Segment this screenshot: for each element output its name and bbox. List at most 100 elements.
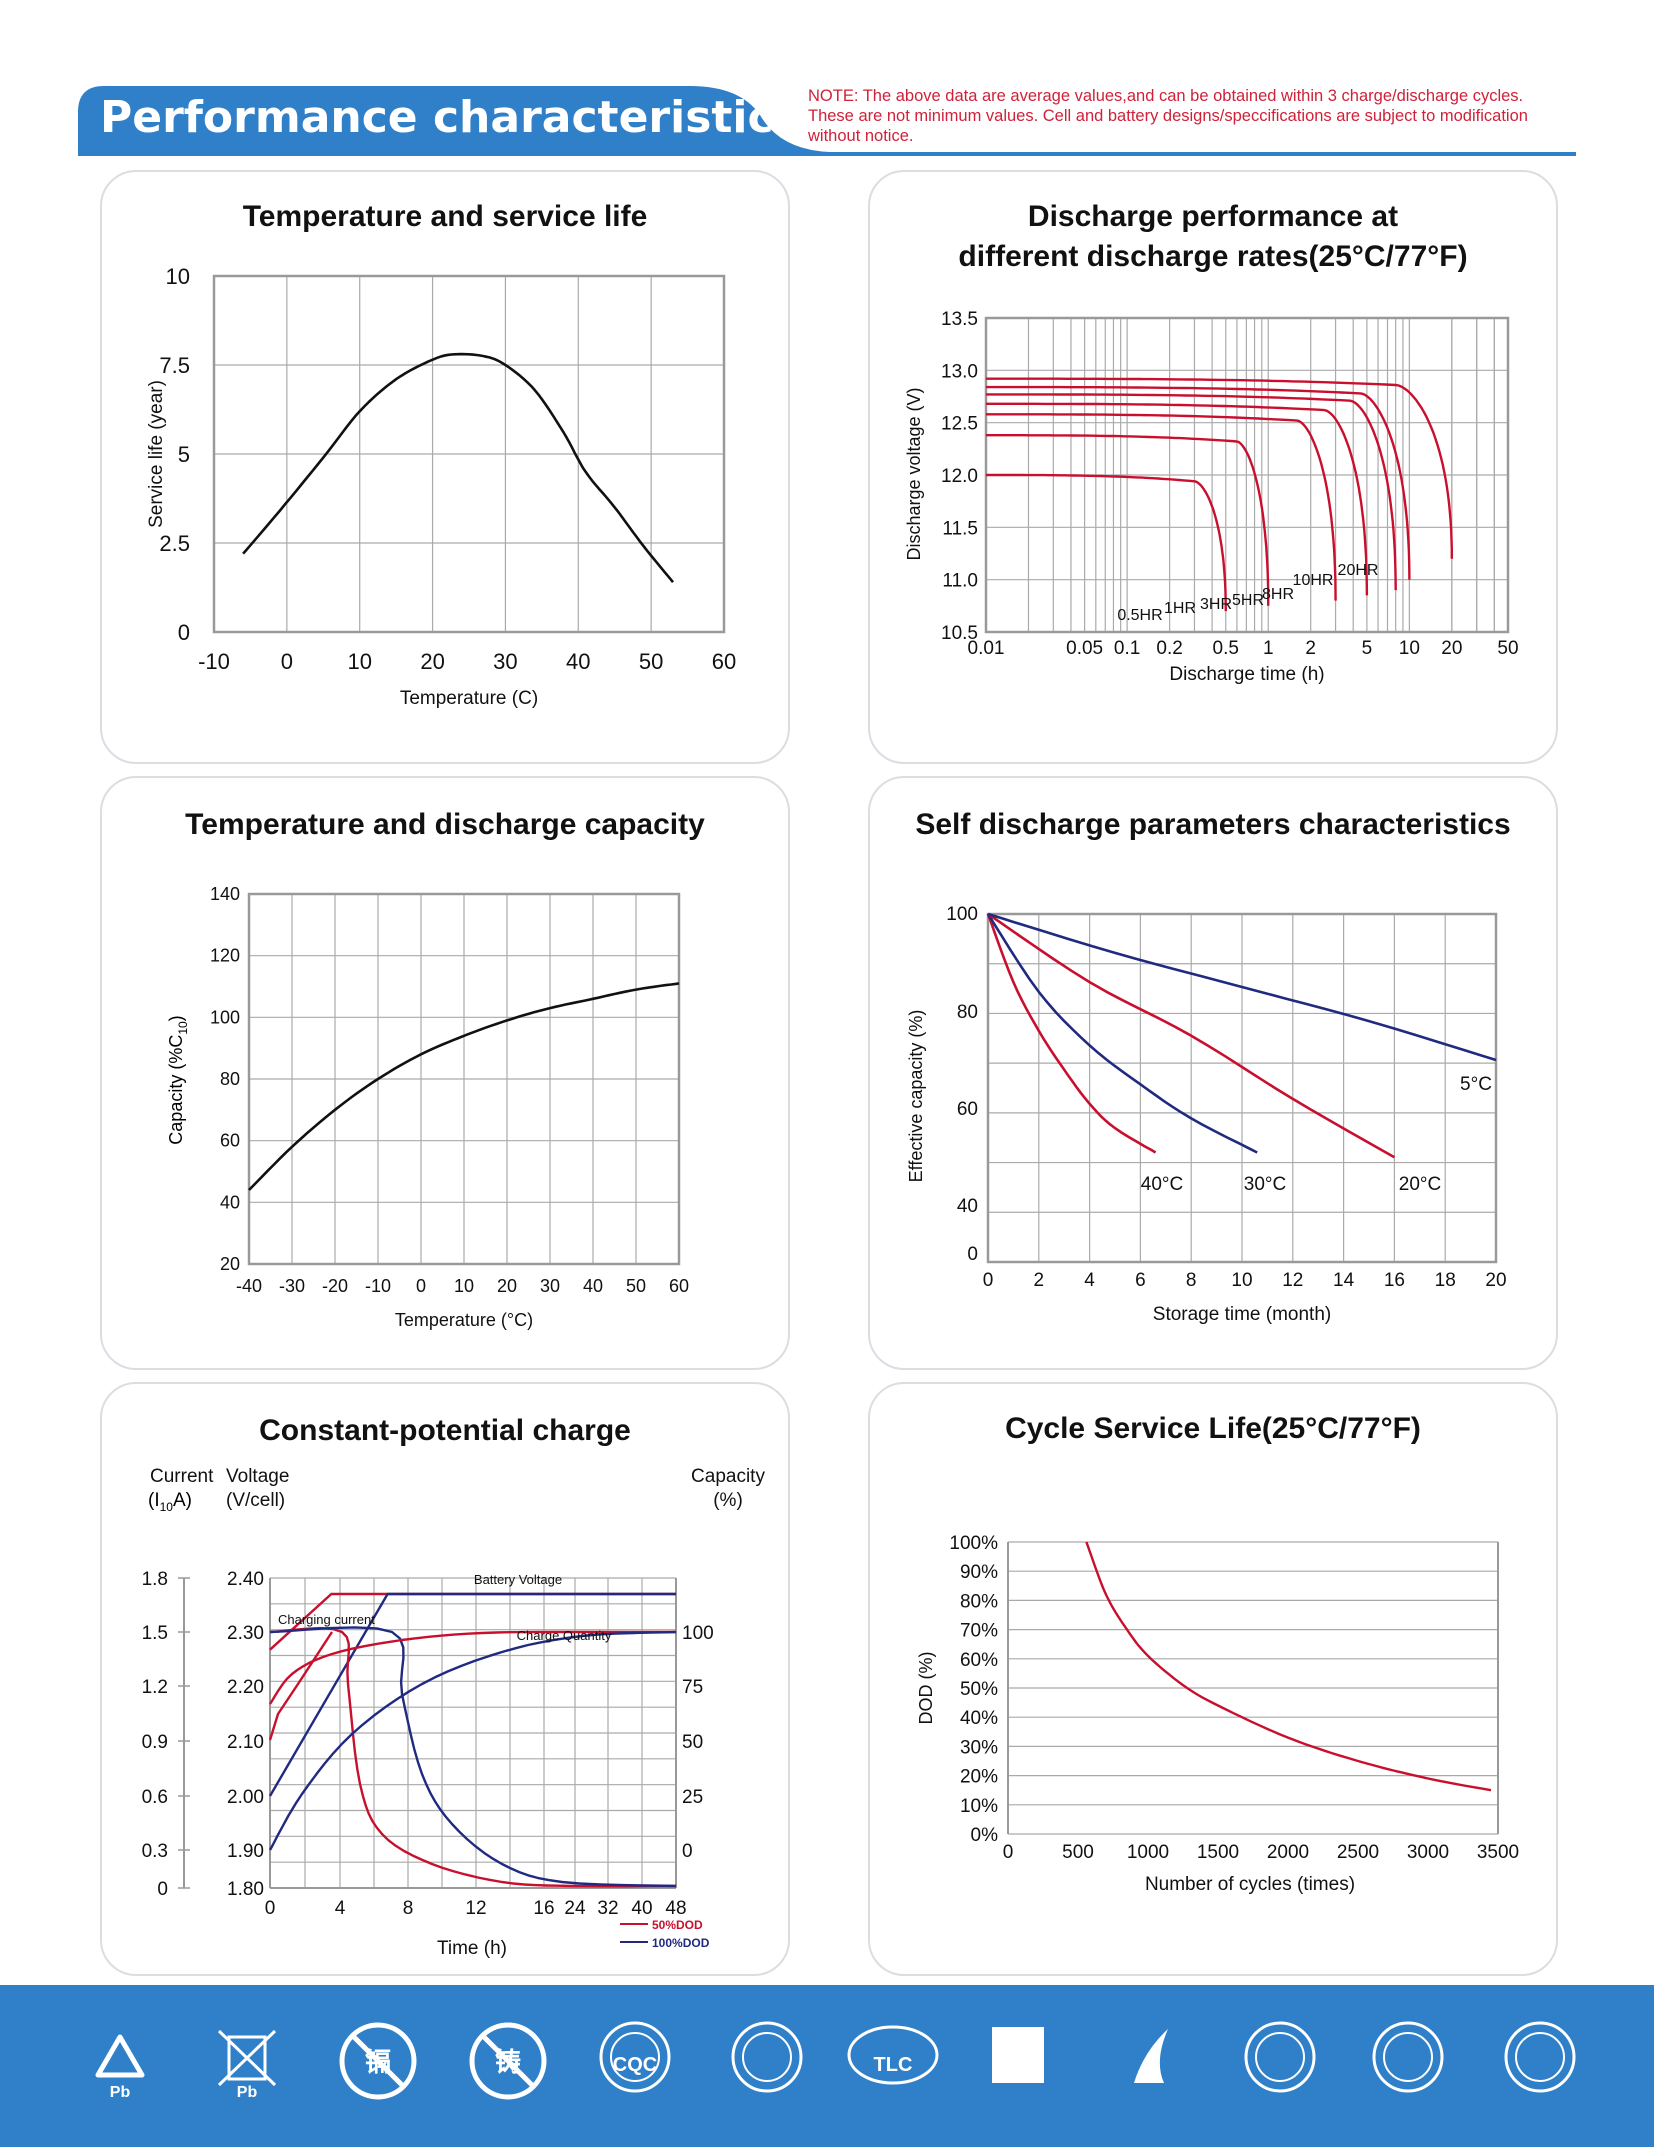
tick-label: 60	[957, 1099, 978, 1120]
chart-title: Cycle Service Life(25°C/77°F)	[1005, 1412, 1421, 1445]
tick-label: 20	[497, 1276, 517, 1296]
series-label: 3HR	[1200, 596, 1232, 613]
tick-label: 48	[665, 1898, 686, 1919]
axis-header: (I10A)	[148, 1490, 192, 1514]
current-50dod	[269, 1626, 676, 1888]
discharge-curve-1HR	[986, 434, 1270, 606]
recycle-icon: Pb	[95, 2034, 145, 2101]
tick-label: 10	[166, 264, 190, 289]
axis-header: Voltage	[226, 1466, 289, 1487]
page-header: Performance characteristics NOTE: The ab…	[0, 0, 1654, 170]
no-cadmium-icon: 镉	[339, 2022, 417, 2100]
chart-title: Constant-potential charge	[259, 1414, 631, 1447]
tick-label: 60	[712, 649, 736, 674]
tick-label: 0	[682, 1841, 693, 1862]
prohibit-ring	[339, 2022, 417, 2100]
tick-label: 60%	[960, 1650, 998, 1671]
tick-label: 50	[639, 649, 663, 674]
tick-label: 20	[1485, 1270, 1506, 1291]
seal-ring	[599, 2021, 671, 2093]
exempt-product-icon	[1372, 2021, 1444, 2093]
tick-label: 3500	[1477, 1842, 1519, 1863]
card-discharge-rates: Discharge performance at different discha…	[868, 170, 1558, 764]
service-life-line	[242, 352, 675, 584]
tick-label: 12.0	[941, 466, 978, 487]
tick-label: 30	[493, 649, 517, 674]
x-axis-label: Time (h)	[437, 1938, 507, 1959]
high-tech-flame	[1134, 2029, 1168, 2083]
service-life-chart: Temperature and service life -10 0 10 20 30 40…	[146, 200, 736, 709]
recycle-triangle	[95, 2034, 145, 2078]
tick-label: 13.5	[941, 309, 978, 330]
note-line: without notice.	[808, 127, 914, 145]
card-temp-capacity: Temperature and discharge capacity -40 -30…	[100, 776, 790, 1370]
tick-label: 10	[1231, 1270, 1252, 1291]
cycle-life-line	[1085, 1541, 1492, 1792]
tick-label: 12.5	[941, 414, 978, 435]
tick-label: -40	[236, 1276, 262, 1296]
tick-label: -30	[279, 1276, 305, 1296]
x-axis-label: Storage time (month)	[1153, 1304, 1331, 1325]
golden-sun-icon	[1244, 2021, 1316, 2093]
tick-label: 10	[454, 1276, 474, 1296]
tick-label: 40	[583, 1276, 603, 1296]
tick-label: 20	[420, 649, 444, 674]
tick-label: 60	[669, 1276, 689, 1296]
tick-label: 10	[1399, 638, 1420, 659]
self-discharge-0	[986, 913, 1157, 1154]
tick-label: 16	[533, 1898, 554, 1919]
tick-label: 0.1	[1114, 638, 1140, 659]
tick-label: 40	[566, 649, 590, 674]
cert-label: 镉	[365, 2047, 391, 2077]
tick-label: 10%	[960, 1796, 998, 1817]
tick-label: 0	[265, 1898, 276, 1919]
x-axis-label: Temperature (°C)	[395, 1310, 533, 1330]
tick-label: 0	[1003, 1842, 1014, 1863]
tick-label: -10	[365, 1276, 391, 1296]
tick-label: 20	[1441, 638, 1462, 659]
tick-label: 140	[210, 884, 240, 904]
tick-label: 1.90	[227, 1841, 264, 1862]
chart-title: Self discharge parameters characteristic…	[915, 808, 1510, 841]
cycle-life-chart: Cycle Service Life(25°C/77°F) 0 500 1000 150…	[916, 1412, 1519, 1895]
plot-frame	[212, 274, 726, 634]
tick-label: 30%	[960, 1737, 998, 1758]
tick-label: 0	[178, 620, 190, 645]
cert-label: Pb	[110, 2084, 131, 2101]
tick-label: 2.5	[159, 531, 190, 556]
tick-label: 6	[1135, 1270, 1146, 1291]
seal-inner	[1255, 2032, 1305, 2082]
self-discharge-chart: Self discharge parameters characteristic…	[906, 808, 1511, 1325]
tick-label: 1	[1263, 638, 1274, 659]
qs-box	[992, 2027, 1044, 2083]
tick-label: 100	[946, 904, 978, 925]
tick-label: 2	[1305, 638, 1316, 659]
tick-label: 16	[1384, 1270, 1405, 1291]
tick-label: 90%	[960, 1562, 998, 1583]
tick-label: 0	[983, 1270, 994, 1291]
tick-label: 7.5	[159, 353, 190, 378]
legend-label: 50%DOD	[652, 1918, 703, 1932]
cert-label: TLC	[874, 2054, 913, 2076]
tick-label: 2.10	[227, 1732, 264, 1753]
series-label: 10HR	[1293, 572, 1334, 589]
tick-label: 50	[626, 1276, 646, 1296]
note-line: These are not minimum values. Cell and b…	[808, 107, 1528, 125]
series-label: 40°C	[1141, 1174, 1183, 1195]
tick-label: 60	[220, 1131, 240, 1151]
no-lead-icon: 铸	[469, 2022, 547, 2100]
tick-label: 500	[1062, 1842, 1094, 1863]
seal-ring	[1372, 2021, 1444, 2093]
series-label: 5°C	[1460, 1074, 1492, 1095]
header-note: NOTE: The above data are average values,…	[808, 86, 1588, 146]
tick-label: 1.2	[142, 1677, 168, 1698]
seal-ring	[731, 2021, 803, 2093]
tick-label: 0.5	[1213, 638, 1239, 659]
tick-label: -10	[198, 649, 230, 674]
axis-header: Current	[150, 1466, 214, 1487]
tick-label: 2500	[1337, 1842, 1379, 1863]
quantity-100dod	[268, 1630, 677, 1851]
series-label: 30°C	[1244, 1174, 1286, 1195]
certification-icons: Pb Pb 镉 铸 CQC TLC	[95, 2021, 1576, 2101]
prohibit-ring	[469, 2022, 547, 2100]
